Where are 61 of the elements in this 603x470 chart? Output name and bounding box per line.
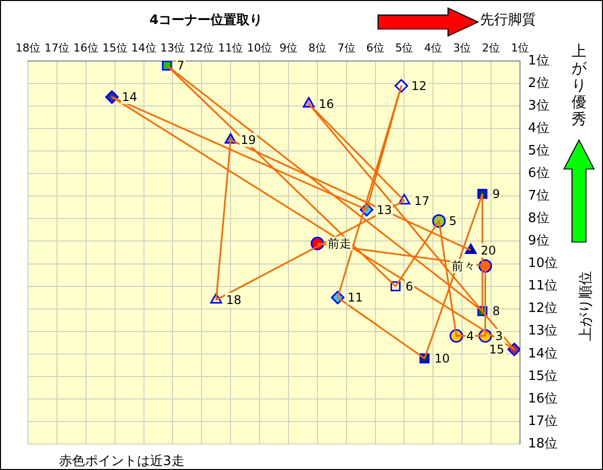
y-tick-label: 7位 <box>528 188 550 204</box>
x-tick-label: 1位 <box>511 41 529 54</box>
text: 赤色ポイントは近3走 <box>59 453 184 470</box>
x-tick-label: 7位 <box>337 41 356 54</box>
y-tick-label: 9位 <box>528 234 550 249</box>
x-tick-label: 8位 <box>308 41 326 54</box>
y-tick-label: 6位 <box>528 166 550 182</box>
x-tick-label: 14位 <box>131 41 156 54</box>
annotation: 14 <box>122 90 138 104</box>
annotation: 6 <box>406 279 414 294</box>
x-tick-label: 10位 <box>247 41 272 54</box>
y-tick-label: 1位 <box>528 53 550 68</box>
chart-title: 4コーナー位置取り <box>148 12 264 29</box>
y-tick-label: 16位 <box>528 391 558 406</box>
x-tick-label: 12位 <box>189 41 214 54</box>
y-axis-title: 上がり順位 <box>577 270 595 343</box>
x-tick-label: 2位 <box>482 41 500 54</box>
y-tick-label: 3位 <box>528 98 550 114</box>
x-tick-label: 5位 <box>395 41 414 54</box>
annotation: 5 <box>448 214 457 228</box>
y-tick-label: 12位 <box>528 301 558 316</box>
x-tick-label: 13位 <box>160 41 186 54</box>
y-tick-label: 5位 <box>528 143 550 158</box>
annotation: 前々 <box>451 259 476 274</box>
x-tick-label: 11位 <box>218 41 244 54</box>
annotation: 4 <box>466 328 474 343</box>
x-tick-label: 16位 <box>73 41 98 54</box>
annotation: 15 <box>488 342 504 356</box>
x-tick-label: 3位 <box>453 41 472 54</box>
annotation: 7 <box>176 58 185 73</box>
x-tick-label: 6位 <box>366 41 384 54</box>
annotation: 10 <box>434 352 450 366</box>
annotation: 17 <box>414 194 430 208</box>
x-tick-label: 18位 <box>16 41 40 54</box>
text: 上がり優秀 <box>570 42 588 128</box>
annotation: 13 <box>376 202 392 217</box>
y-tick-label: 11位 <box>528 278 558 294</box>
text: 先行脚質 <box>480 11 536 29</box>
y-tick-label: 17位 <box>528 414 558 429</box>
y-tick-label: 10位 <box>528 256 558 272</box>
y-tick-label: 8位 <box>528 211 550 226</box>
annotation: 19 <box>240 132 256 147</box>
y-tick-label: 13位 <box>528 324 558 339</box>
x-tick-label: 17位 <box>44 41 70 54</box>
x-tick-label: 9位 <box>279 41 298 54</box>
annotation: 18 <box>226 292 242 307</box>
annotation: 9 <box>492 187 500 202</box>
x-tick-label: 15位 <box>102 41 128 54</box>
y-tick-label: 4位 <box>528 120 550 136</box>
annotation: 前走 <box>327 236 352 251</box>
annotation: 12 <box>411 78 427 93</box>
annotation: 3 <box>495 328 503 343</box>
annotation: 20 <box>480 243 496 258</box>
x-tick-label: 4位 <box>424 41 442 54</box>
annotation: 16 <box>318 96 334 111</box>
y-tick-label: 14位 <box>528 346 558 362</box>
y-tick-label: 18位 <box>528 436 558 452</box>
annotation: 8 <box>492 304 500 318</box>
annotation: 11 <box>348 290 363 305</box>
y-tick-label: 15位 <box>528 368 558 384</box>
y-tick-label: 2位 <box>528 76 550 91</box>
